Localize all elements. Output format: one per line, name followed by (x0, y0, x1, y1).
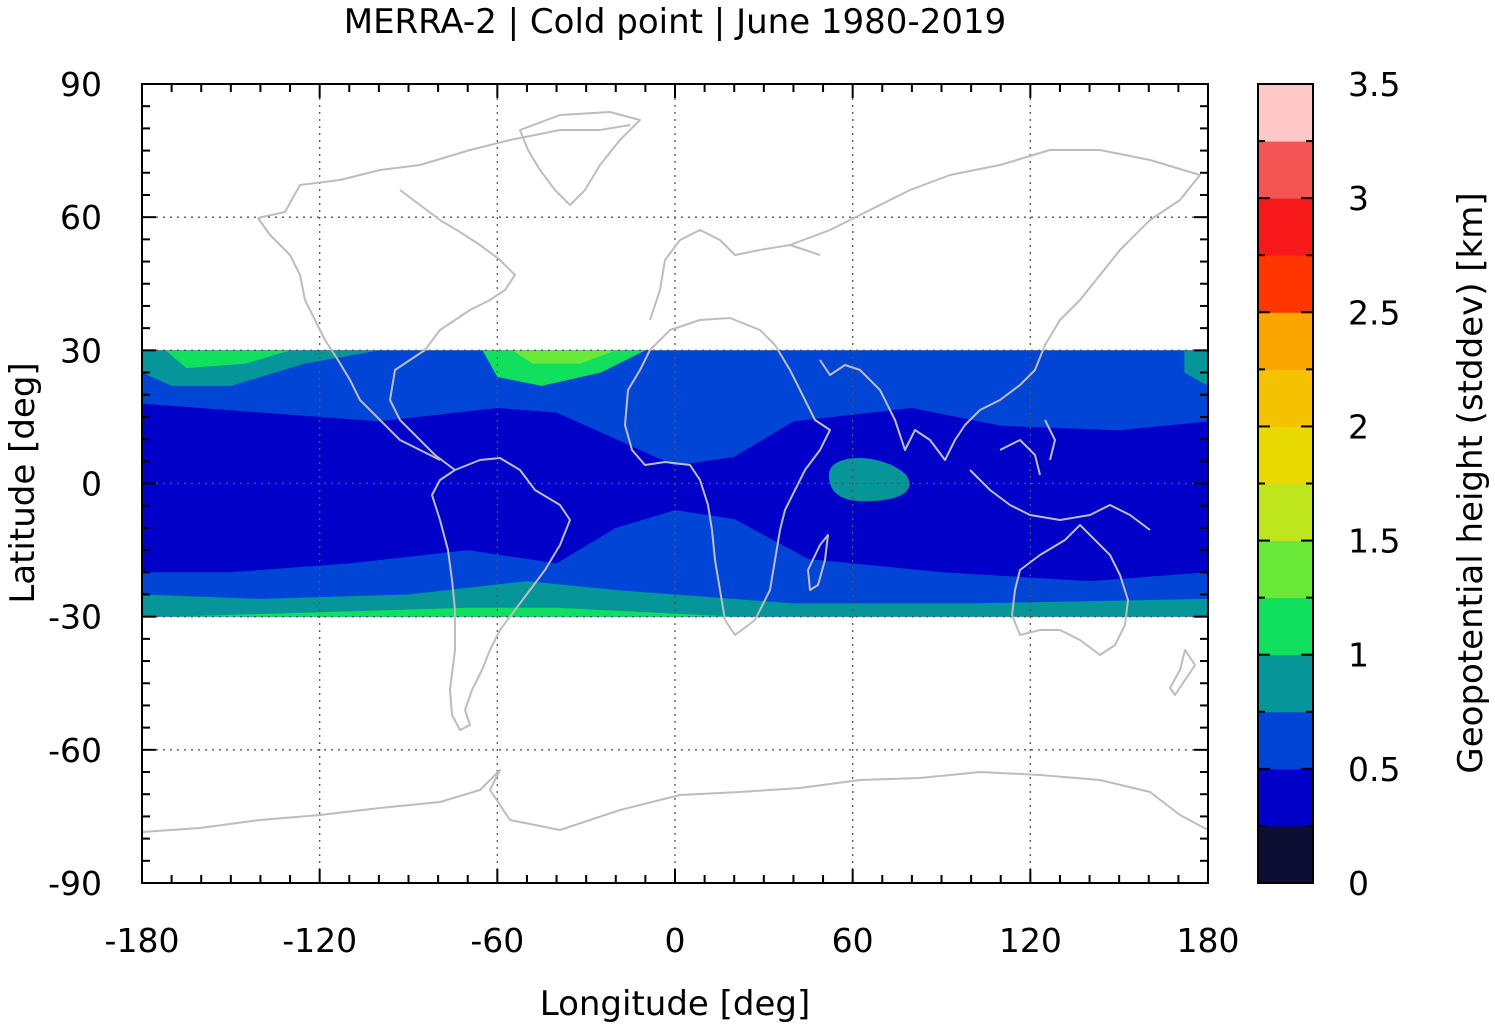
colorbar-swatch (1258, 312, 1313, 370)
y-tick-label: -60 (48, 731, 102, 770)
x-tick-label: -120 (282, 921, 357, 960)
y-tick-label: 30 (60, 331, 102, 370)
field-region (165, 350, 291, 369)
colorbar-swatch (1258, 84, 1313, 142)
colorbar-swatch (1258, 255, 1313, 313)
x-tick-label: 120 (999, 921, 1062, 960)
colorbar-swatch (1258, 141, 1313, 199)
colorbar-tick-label: 3 (1348, 179, 1369, 218)
x-tick-label: 180 (1177, 921, 1240, 960)
coastline-africa-europe (624, 229, 831, 636)
colorbar-tick-label: 1.5 (1348, 522, 1400, 561)
chart-title: MERRA-2 | Cold point | June 1980-2019 (344, 2, 1007, 42)
grid-lines (142, 84, 1208, 883)
colorbar-swatch (1258, 711, 1313, 770)
x-tick-label: 0 (665, 921, 686, 960)
field-region (512, 350, 616, 364)
field-region (142, 350, 1208, 466)
y-tick-label: 0 (81, 465, 102, 504)
coastline-new-zealand (1169, 649, 1196, 696)
colorbar-swatch (1258, 198, 1313, 256)
field-region (171, 607, 735, 617)
x-tick-label: 60 (832, 921, 874, 960)
colorbar-swatch (1258, 426, 1313, 484)
colorbar-tick-label: 1 (1348, 636, 1369, 675)
colorbar-tick-label: 0 (1348, 864, 1369, 903)
colorbar-swatch (1258, 540, 1313, 599)
colorbar-label: Geopotential height (stddev) [km] (1451, 192, 1491, 773)
coastline-south-america (431, 457, 571, 731)
colorbar-tick-labels: 0 0.5 1 1.5 2 2.5 3 3.5 (1348, 65, 1400, 903)
colorbar-swatch (1258, 483, 1313, 542)
colorbar-tick-label: 3.5 (1348, 65, 1400, 104)
coastlines (142, 111, 1208, 833)
coastline-australia (1011, 524, 1129, 656)
y-tick-labels: 90 60 30 0 -30 -60 -90 (48, 65, 102, 903)
axis-ticks (141, 83, 1209, 884)
y-axis-label: Latitude [deg] (3, 362, 43, 603)
colorbar-tick-label: 2.5 (1348, 293, 1400, 332)
field-region (828, 457, 910, 502)
coastline-asia (789, 149, 1201, 461)
y-tick-label: -90 (48, 864, 102, 903)
coastline-north-america (257, 124, 631, 471)
y-tick-label: -30 (48, 598, 102, 637)
field-region (142, 581, 1208, 617)
x-tick-labels: -180 -120 -60 0 60 120 180 (105, 921, 1240, 960)
colorbar-swatch (1258, 369, 1313, 427)
coastline-madagascar (807, 534, 829, 591)
coastline-maritime-continent (969, 419, 1151, 531)
field-region (142, 510, 1208, 617)
colorbar (1257, 83, 1314, 884)
colorbar-swatch (1258, 768, 1313, 827)
colorbar-swatch (1258, 597, 1313, 656)
colorbar-swatch (1258, 825, 1313, 884)
colorbar-tick-label: 2 (1348, 407, 1369, 446)
x-tick-label: -180 (105, 921, 180, 960)
colorbar-tick-label: 0.5 (1348, 750, 1400, 789)
y-tick-label: 90 (60, 65, 102, 104)
coastline-greenland (519, 111, 641, 206)
colorbar-swatch (1258, 654, 1313, 713)
x-tick-label: -60 (470, 921, 524, 960)
coastline-antarctica (142, 769, 1208, 833)
field-region (482, 350, 646, 386)
y-tick-label: 60 (60, 198, 102, 237)
x-axis-label: Longitude [deg] (540, 984, 811, 1024)
